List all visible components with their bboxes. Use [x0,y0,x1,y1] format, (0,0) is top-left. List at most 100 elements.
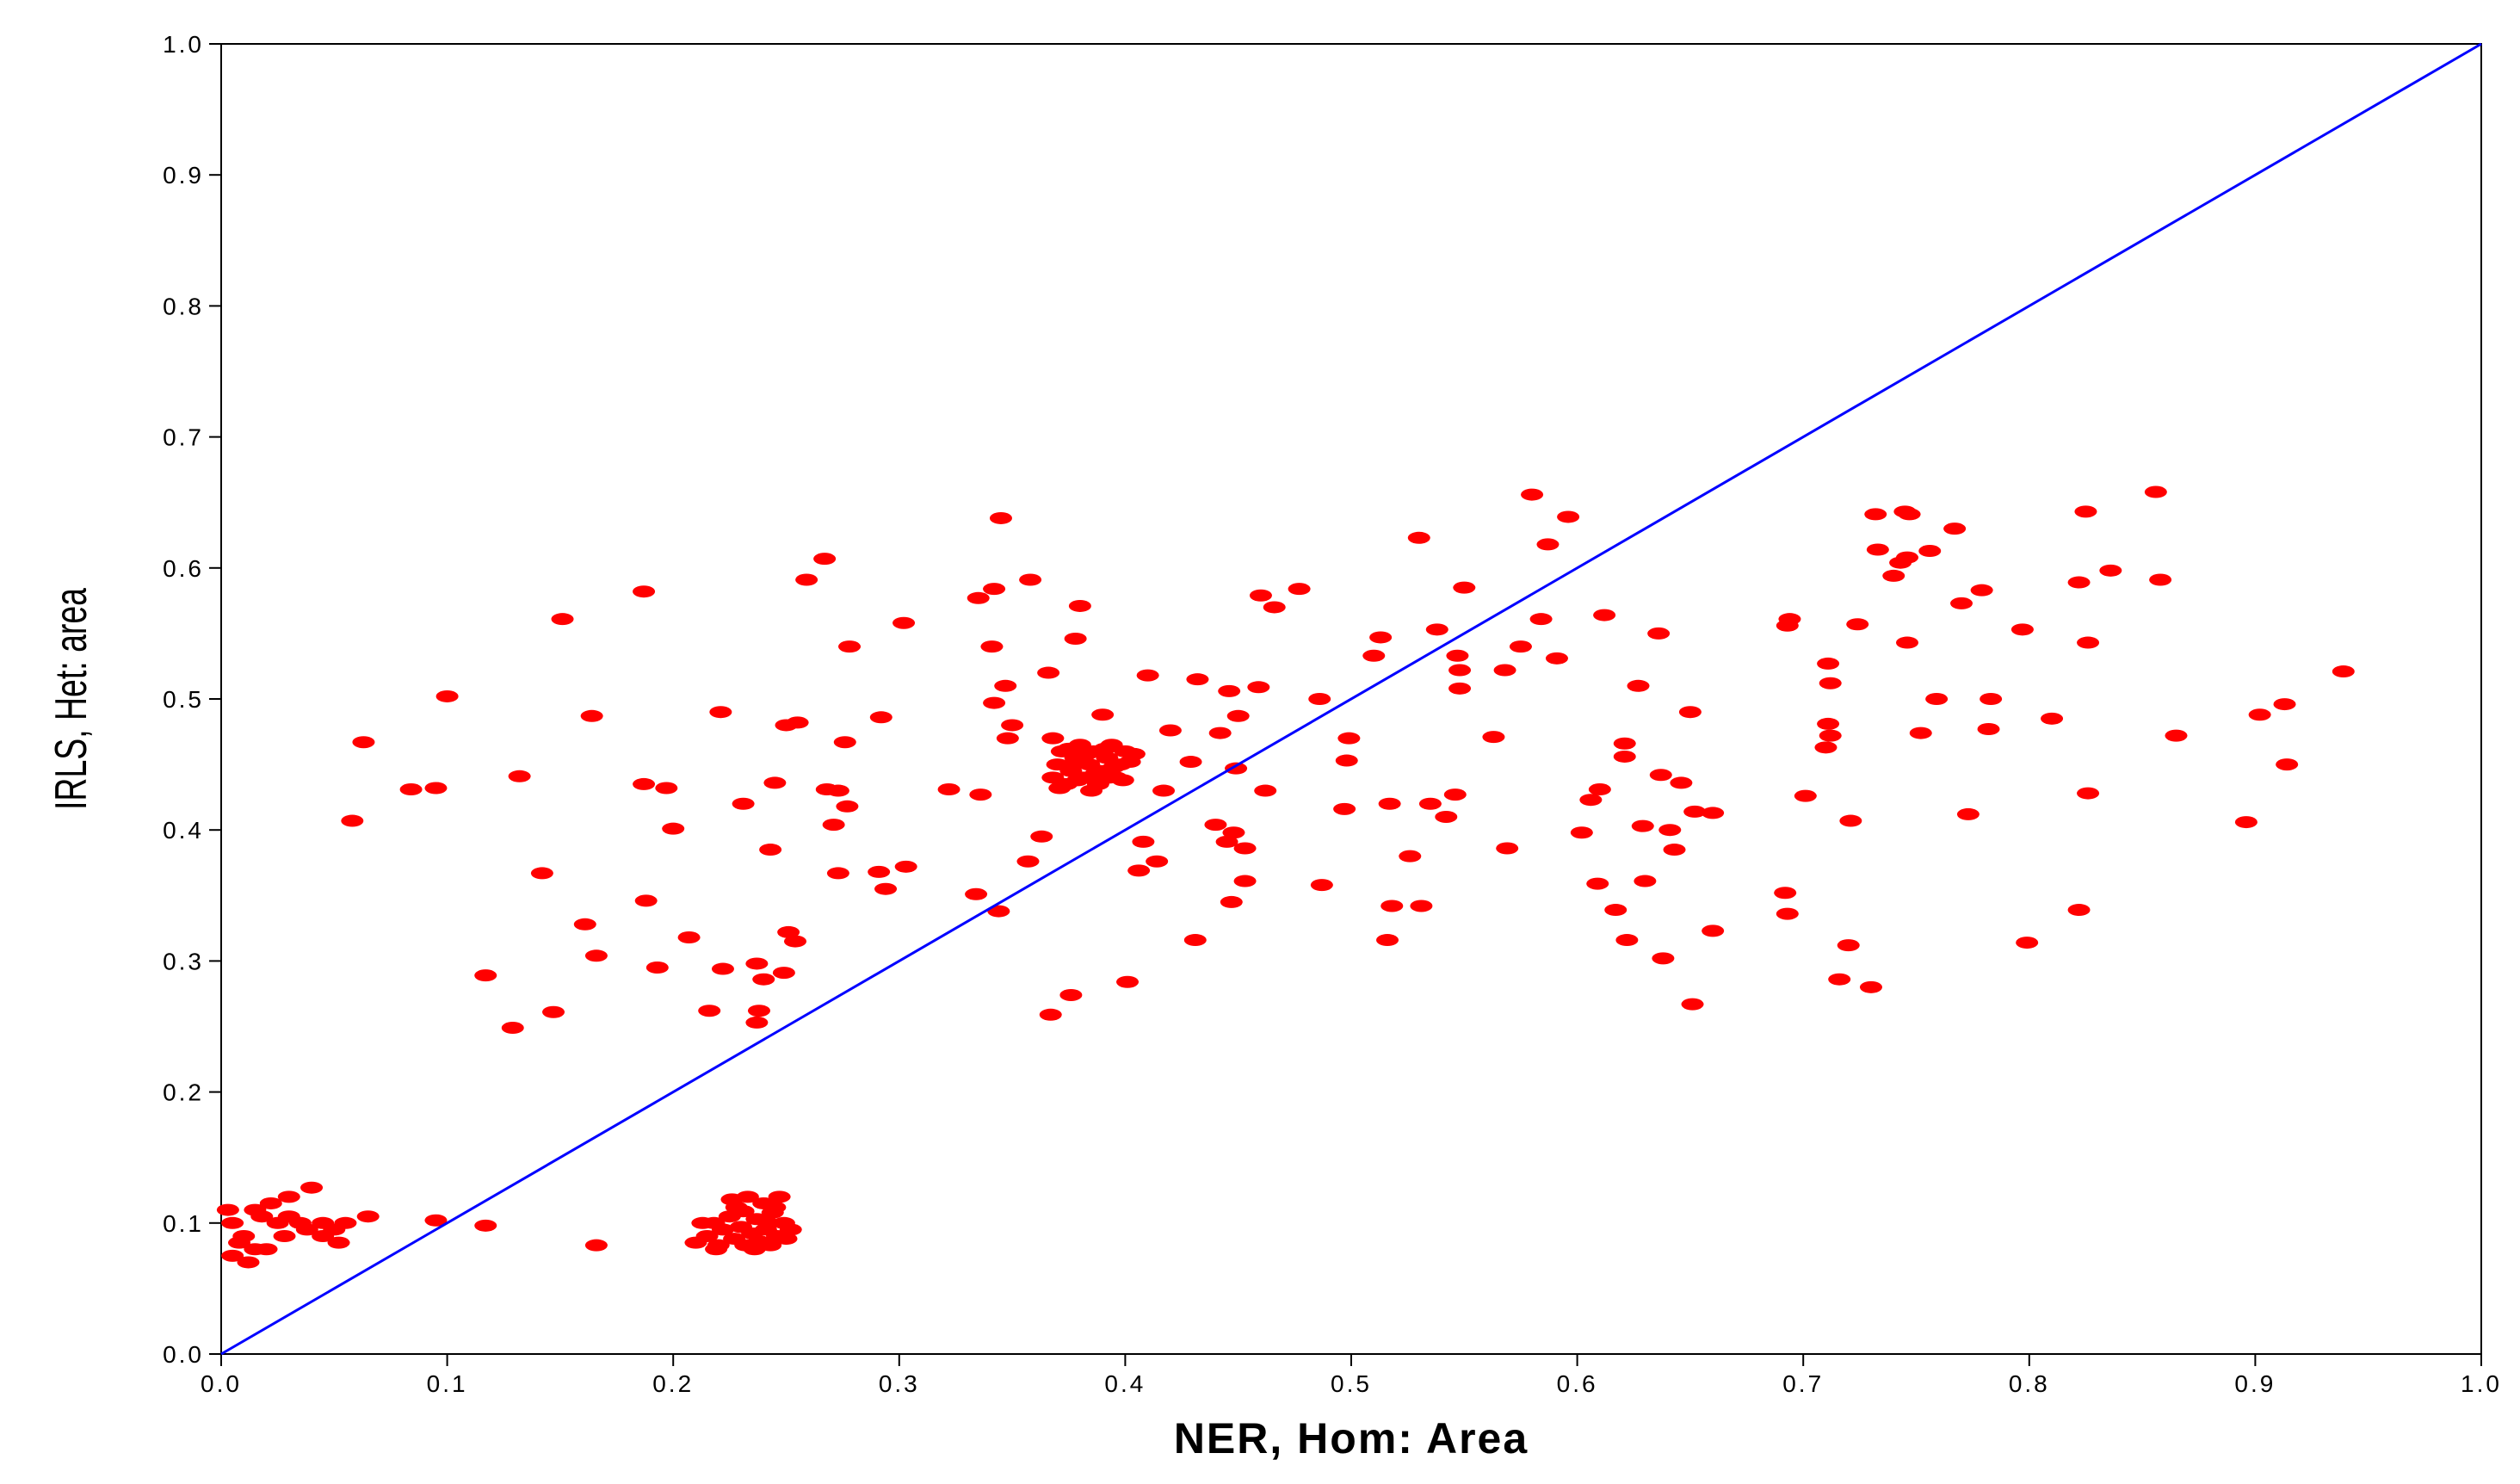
point [1453,581,1476,594]
point [892,616,916,629]
point [1882,569,1905,582]
point [1146,855,1169,868]
point [980,640,1004,653]
point [1048,782,1072,795]
point [822,819,845,832]
y-tick-label: 0.6 [163,555,204,582]
point [300,1181,324,1194]
point [969,788,992,801]
point [1080,784,1103,797]
point [2041,712,2064,725]
point [250,1210,274,1223]
point [763,776,787,789]
point [1068,599,1091,612]
point [967,591,990,604]
y-tick-label: 0.3 [163,948,204,974]
point [989,511,1012,524]
point [1918,545,1942,558]
point [732,1205,755,1218]
point [1613,737,1636,750]
point [634,894,658,907]
point [1794,789,1817,802]
point [1116,975,1140,988]
point [1208,727,1232,739]
point [1593,609,1616,621]
point [2273,698,2296,711]
point [633,777,656,790]
point [826,784,849,797]
point [745,957,769,970]
point [2144,485,2167,498]
point [1663,844,1686,856]
point [295,1223,318,1236]
point [327,1236,350,1249]
point [312,1230,335,1243]
point [655,782,678,795]
point [1898,508,1921,521]
point [1702,807,1725,819]
point [2248,708,2271,721]
point [786,716,809,729]
point [1846,618,1869,631]
point [1778,613,1801,626]
point [711,962,734,975]
point [1950,597,1973,609]
point [542,1005,565,1018]
point [1057,742,1080,755]
point [2074,505,2097,518]
point [1016,855,1040,868]
point [1418,797,1442,810]
point [1215,835,1238,848]
point [1943,522,1967,535]
point [1837,939,1860,952]
point [1604,904,1628,917]
point [1037,666,1060,679]
point [1127,864,1151,877]
y-tick-label: 0.4 [163,817,204,844]
point [994,679,1017,692]
point [1627,679,1650,692]
point [633,585,656,598]
point [1586,877,1609,890]
point [221,1249,244,1262]
point [2276,758,2299,771]
point [573,918,596,931]
point [1448,682,1472,695]
x-tick-label: 0.1 [427,1370,468,1397]
point [501,1022,524,1035]
x-tick-label: 1.0 [2461,1370,2502,1397]
point [662,822,685,835]
point [1776,907,1799,920]
x-tick-label: 0.3 [879,1370,920,1397]
point [2016,937,2039,949]
x-tick-label: 0.8 [2009,1370,2050,1397]
point [1817,657,1840,670]
point [1588,783,1611,796]
x-axis-title: NER, Hom: Area [1174,1414,1529,1462]
point [709,706,732,719]
y-tick-label: 0.5 [163,686,204,713]
point [1545,652,1568,665]
y-tick-label: 0.1 [163,1210,204,1237]
point [1132,835,1155,848]
point [1615,934,1639,947]
point [1579,794,1603,807]
point [1521,488,1544,501]
x-tick-label: 0.7 [1782,1370,1824,1397]
point [1098,771,1121,784]
point [1681,998,1704,1011]
point [2077,787,2100,800]
point [530,867,553,880]
point [1122,747,1146,760]
point [1263,601,1286,614]
point [1435,810,1458,823]
point [1683,805,1707,818]
point [1839,814,1862,827]
point [1102,761,1126,774]
point [1066,774,1090,787]
point [677,931,701,944]
x-tick-label: 0.6 [1557,1370,1598,1397]
point [1001,719,1024,732]
y-tick-label: 0.0 [163,1341,204,1368]
